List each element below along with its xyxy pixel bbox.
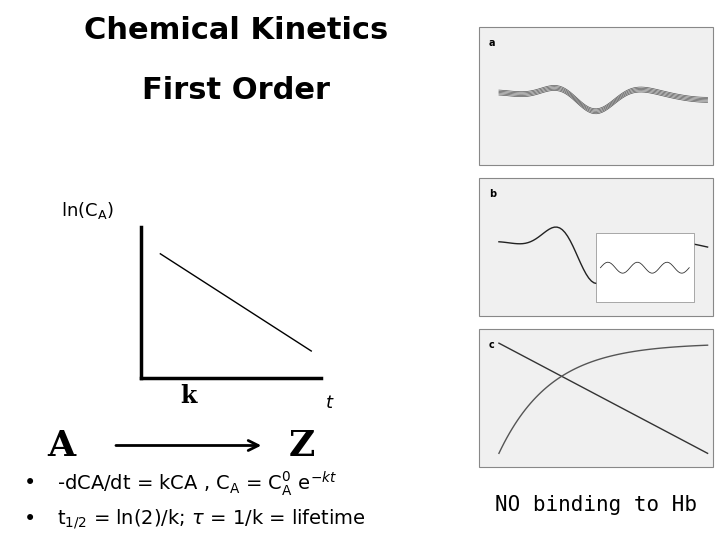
Text: a: a bbox=[489, 38, 495, 48]
Text: Chemical Kinetics: Chemical Kinetics bbox=[84, 16, 388, 45]
Text: First Order: First Order bbox=[142, 76, 330, 105]
Bar bbox=[479, 329, 713, 467]
Text: Z: Z bbox=[289, 429, 315, 462]
Text: •: • bbox=[24, 509, 36, 530]
Text: ln(C$_\mathregular{A}$): ln(C$_\mathregular{A}$) bbox=[61, 200, 114, 221]
Bar bbox=[479, 27, 713, 165]
Text: t$_{1/2}$ = ln(2)/k; $\tau$ = 1/k = lifetime: t$_{1/2}$ = ln(2)/k; $\tau$ = 1/k = life… bbox=[57, 508, 366, 531]
Bar bbox=[596, 233, 694, 302]
Text: k: k bbox=[181, 384, 197, 408]
Text: A: A bbox=[48, 429, 76, 462]
Text: b: b bbox=[489, 189, 496, 199]
Text: c: c bbox=[489, 340, 495, 350]
Text: NO binding to Hb: NO binding to Hb bbox=[495, 495, 697, 515]
Text: •: • bbox=[24, 473, 36, 494]
Bar bbox=[479, 178, 713, 316]
Text: t: t bbox=[325, 394, 333, 412]
Text: -dCA/dt = kCA , C$_\mathrm{A}$ = C$_\mathrm{A}^{0}$ e$^{-kt}$: -dCA/dt = kCA , C$_\mathrm{A}$ = C$_\mat… bbox=[57, 469, 337, 498]
